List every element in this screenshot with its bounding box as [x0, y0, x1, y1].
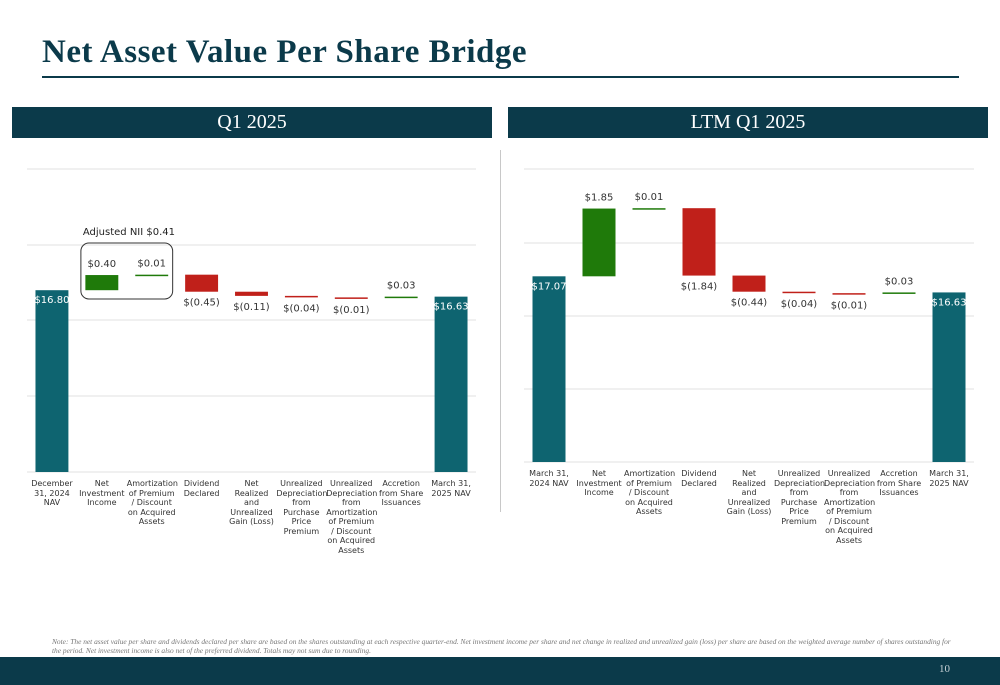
x-tick-label: Unrealized Depreciation from Purchase Pr… — [774, 469, 826, 526]
page-number: 10 — [939, 663, 950, 675]
bar — [632, 208, 666, 210]
data-label: $0.01 — [635, 192, 664, 203]
x-tick-label: March 31, 2024 NAV — [529, 469, 569, 488]
data-label: $(0.11) — [233, 302, 270, 313]
data-label: $16.80 — [34, 295, 69, 306]
x-tick-label: Amortization of Premium / Discount on Ac… — [624, 469, 676, 516]
x-tick-label: December 31, 2024 NAV — [31, 479, 73, 507]
divider — [500, 150, 501, 512]
bar — [782, 291, 816, 294]
charts: $16.80 $0.40 $0.01 $(0.45) $(0.11) $(0.04) $(0… — [27, 168, 974, 473]
bar — [434, 296, 468, 472]
bar — [932, 292, 966, 462]
bar — [35, 290, 69, 472]
data-label: $(0.04) — [283, 303, 320, 314]
panel-title: LTM Q1 2025 — [508, 107, 988, 138]
data-label: $0.01 — [137, 259, 166, 270]
data-label: $16.63 — [434, 302, 469, 313]
bar — [334, 297, 368, 299]
data-label: $(1.84) — [681, 282, 718, 293]
x-tick-label: March 31, 2025 NAV — [431, 479, 471, 498]
x-tick-label: Unrealized Depreciation from Amortizatio… — [824, 469, 876, 545]
data-label: $0.03 — [387, 281, 416, 292]
slide-title: Net Asset Value Per Share Bridge — [42, 34, 528, 70]
bar — [882, 292, 916, 294]
x-tick-label: Amortization of Premium / Discount on Ac… — [126, 479, 178, 526]
x-tick-label: Accretion from Share Issuances — [379, 479, 424, 507]
data-label: $0.03 — [885, 276, 914, 287]
annotation-box — [80, 242, 174, 300]
footnote: Note: The net asset value per share and … — [52, 637, 951, 655]
data-label: $(0.44) — [731, 298, 768, 309]
title-rule — [42, 76, 959, 78]
bar — [384, 296, 418, 299]
bar — [532, 276, 566, 462]
bar — [832, 293, 866, 295]
data-label: $0.40 — [88, 259, 117, 270]
x-tick-label: Unrealized Depreciation from Purchase Pr… — [276, 479, 328, 536]
bar — [732, 275, 766, 292]
annotation: Adjusted NII $0.41 — [83, 227, 175, 238]
x-tick-label: Accretion from Share Issuances — [876, 469, 922, 497]
bar — [235, 291, 268, 296]
bar — [284, 295, 318, 298]
panel-title: Q1 2025 — [12, 107, 492, 138]
x-tick-label: Net Realized and Unrealized Gain (Loss) — [726, 469, 772, 516]
bar — [582, 208, 616, 277]
x-tick-label: Net Investment Income — [576, 469, 622, 497]
bar — [85, 275, 119, 291]
x-tick-label: Net Investment Income — [79, 479, 125, 507]
grid — [27, 168, 974, 473]
x-tick-label: Dividend Declared — [681, 469, 717, 488]
data-label: $(0.01) — [831, 301, 868, 312]
data-label: $17.07 — [532, 281, 567, 292]
data-label: $(0.01) — [333, 305, 370, 316]
data-label: $(0.45) — [183, 298, 220, 309]
bar — [135, 274, 169, 277]
bar — [682, 208, 716, 276]
data-label: $16.63 — [932, 297, 967, 308]
x-tick-label: Dividend Declared — [183, 479, 220, 498]
x-tick-label: Unrealized Depreciation from Amortizatio… — [326, 479, 378, 555]
data-label: $(0.04) — [781, 299, 818, 310]
x-tick-label: Net Realized and Unrealized Gain (Loss) — [229, 479, 274, 526]
footer-band — [0, 657, 1000, 685]
data-label: $1.85 — [585, 193, 614, 204]
x-tick-label: March 31, 2025 NAV — [929, 469, 969, 488]
bar — [185, 274, 219, 292]
